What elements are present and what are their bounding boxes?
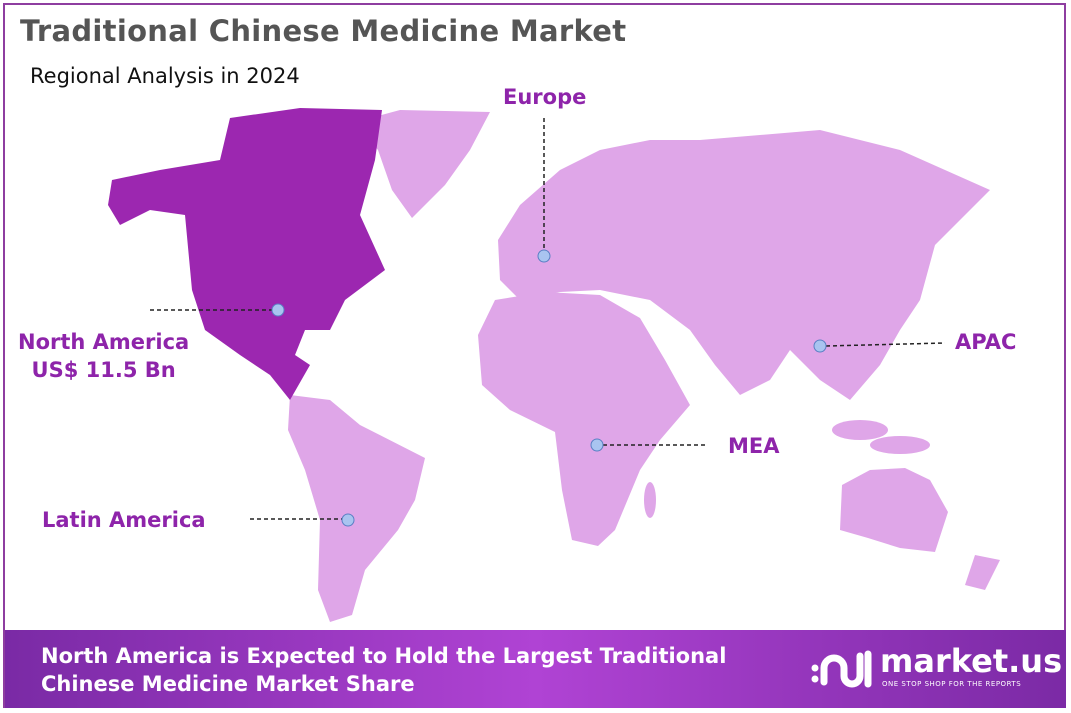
greenland	[355, 110, 490, 218]
banner-line-2: Chinese Medicine Market Share	[41, 672, 415, 696]
logo-tagline: ONE STOP SHOP FOR THE REPORTS	[882, 680, 1022, 688]
latin-america-label: Latin America	[42, 508, 206, 532]
europe-marker	[537, 249, 551, 263]
africa	[478, 292, 690, 546]
australia	[840, 468, 948, 552]
banner-text: North America is Expected to Hold the La…	[41, 642, 726, 698]
north-america-marker	[271, 303, 285, 317]
region-value: US$ 11.5 Bn	[31, 358, 176, 382]
region-name: North America	[18, 330, 190, 354]
apac-leader-line	[825, 342, 946, 347]
logo-icon	[811, 650, 872, 688]
north-america-label: North America US$ 11.5 Bn	[18, 328, 189, 384]
europe-label: Europe	[503, 85, 587, 109]
apac-marker	[813, 339, 827, 353]
apac-label: APAC	[955, 330, 1017, 354]
latin-america-marker	[341, 513, 355, 527]
north-america	[108, 108, 385, 400]
logo-name: market.us	[880, 642, 1063, 680]
banner-line-1: North America is Expected to Hold the La…	[41, 644, 727, 668]
page-subtitle: Regional Analysis in 2024	[30, 64, 300, 88]
footer-banner: North America is Expected to Hold the La…	[5, 630, 1066, 708]
market-us-logo: market.us ONE STOP SHOP FOR THE REPORTS	[810, 642, 1062, 694]
mea-marker	[590, 438, 604, 452]
mea-label: MEA	[728, 434, 780, 458]
page-title: Traditional Chinese Medicine Market	[20, 14, 627, 48]
eurasia	[498, 130, 990, 400]
south-america	[288, 395, 425, 622]
